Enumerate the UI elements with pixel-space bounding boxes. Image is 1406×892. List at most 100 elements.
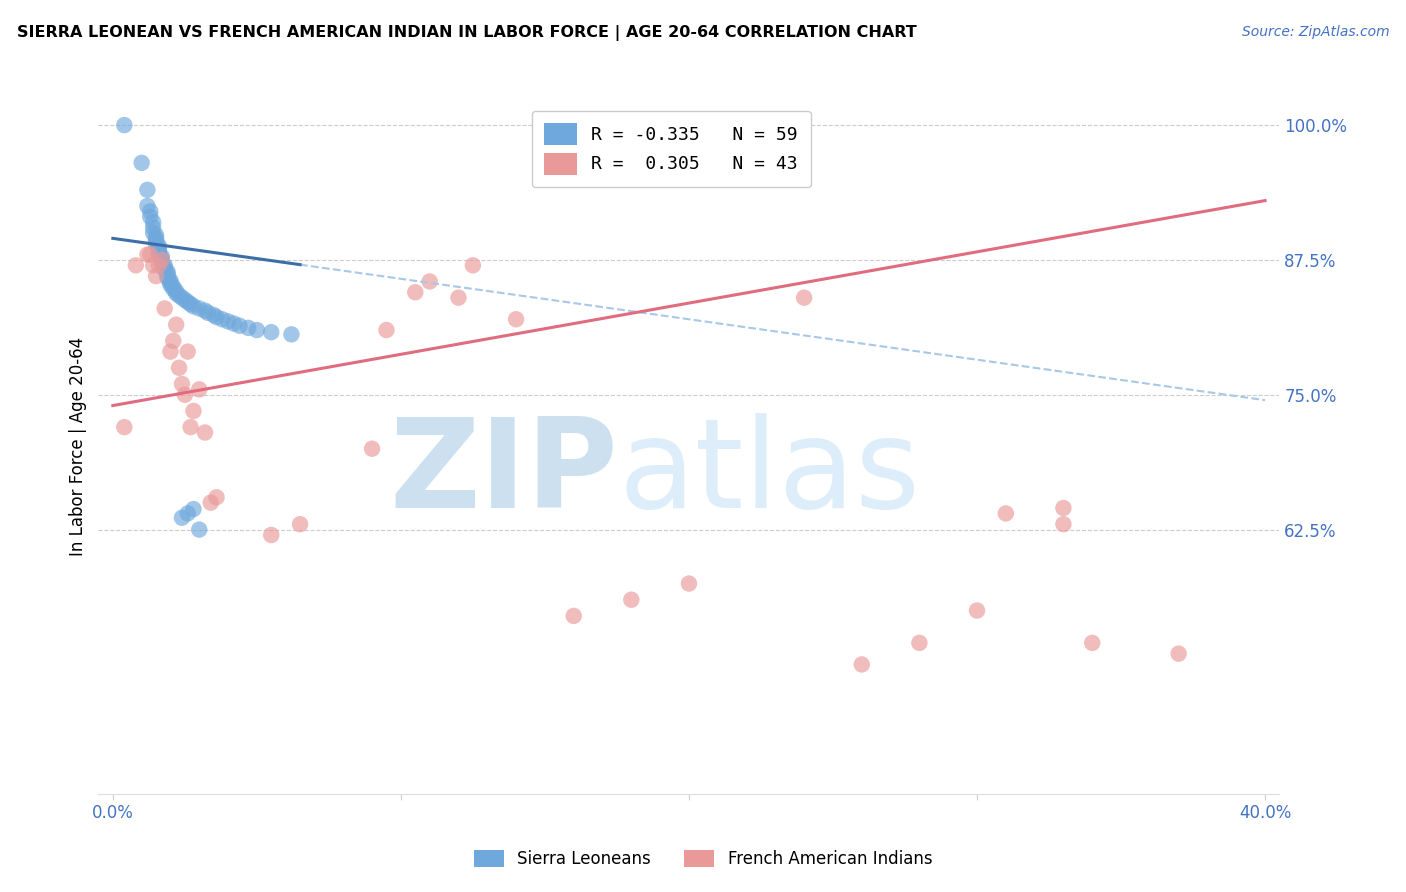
Point [162,334,184,348]
Y-axis label: In Labor Force | Age 20-64: In Labor Force | Age 20-64 [69,336,87,556]
Point [1167,647,1189,661]
Point [222,317,245,331]
Point [165,284,187,298]
Point [159,344,181,359]
Point [1081,636,1104,650]
Point [148,244,170,258]
Point [994,507,1017,521]
Point [153,301,176,316]
Point [205,310,228,324]
Point [150,252,173,266]
Text: Source: ZipAtlas.com: Source: ZipAtlas.com [1241,25,1389,39]
Point [173,388,195,402]
Point [142,258,165,272]
Point [188,301,211,316]
Point [145,231,167,245]
Point [908,636,931,650]
Point [159,277,181,292]
Point [188,523,211,537]
Point [180,420,202,434]
Point [131,156,153,170]
Point [170,510,193,524]
Point [851,657,873,672]
Point [194,303,217,318]
Point [165,286,187,301]
Text: SIERRA LEONEAN VS FRENCH AMERICAN INDIAN IN LABOR FORCE | AGE 20-64 CORRELATION : SIERRA LEONEAN VS FRENCH AMERICAN INDIAN… [17,25,917,41]
Point [148,247,170,261]
Point [148,241,170,255]
Point [194,425,217,440]
Point [112,118,135,132]
Point [167,360,190,375]
Point [156,265,179,279]
Point [419,275,441,289]
Point [148,245,170,260]
Text: ZIP: ZIP [389,413,619,534]
Point [153,260,176,275]
Point [211,312,233,326]
Point [145,234,167,248]
Point [793,291,815,305]
Point [183,502,205,516]
Point [150,256,173,270]
Point [125,258,148,272]
Point [260,528,283,542]
Point [1052,517,1074,532]
Point [148,258,170,272]
Point [145,236,167,251]
Point [162,282,184,296]
Point [461,258,484,272]
Point [142,215,165,229]
Point [1052,501,1074,516]
Point [145,228,167,243]
Point [217,314,239,328]
Point [136,183,159,197]
Point [153,258,176,272]
Point [145,269,167,284]
Point [200,495,222,509]
Point [562,608,585,623]
Point [246,323,269,337]
Point [156,271,179,285]
Point [361,442,384,456]
Point [156,267,179,281]
Point [173,293,195,307]
Point [177,344,200,359]
Point [142,226,165,240]
Point [183,404,205,418]
Point [112,420,135,434]
Point [180,297,202,311]
Point [170,376,193,391]
Point [159,276,181,290]
Point [404,285,426,300]
Point [150,254,173,268]
Point [620,592,643,607]
Point [142,220,165,235]
Point [139,204,162,219]
Point [202,308,225,322]
Point [136,247,159,261]
Point [177,295,200,310]
Point [156,269,179,284]
Point [447,291,470,305]
Point [170,291,193,305]
Point [205,490,228,504]
Point [197,306,219,320]
Point [139,210,162,224]
Point [153,262,176,277]
Point [139,247,162,261]
Point [188,383,211,397]
Point [167,288,190,302]
Point [505,312,527,326]
Legend: Sierra Leoneans, French American Indians: Sierra Leoneans, French American Indians [467,843,939,875]
Point [966,603,988,617]
Point [159,273,181,287]
Point [375,323,398,337]
Point [280,327,302,342]
Point [288,517,311,532]
Point [150,250,173,264]
Point [260,325,283,339]
Point [162,280,184,294]
Point [238,321,260,335]
Point [228,318,250,333]
